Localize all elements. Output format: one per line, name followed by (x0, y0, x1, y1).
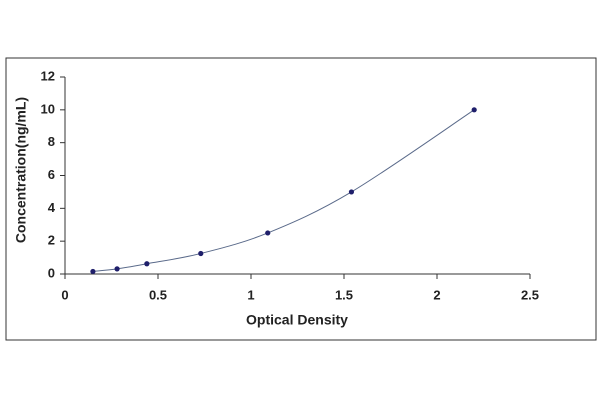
y-tick-label: 4 (48, 200, 56, 215)
y-tick-label: 0 (48, 265, 55, 280)
x-tick-label: 1.5 (335, 287, 353, 302)
data-point (114, 266, 120, 272)
fit-curve (92, 109, 475, 272)
y-axis-title: Concentration(ng/mL) (13, 97, 29, 243)
x-tick-label: 2 (433, 287, 440, 302)
x-axis-title: Optical Density (246, 312, 348, 328)
data-point (348, 189, 355, 195)
x-tick-label: 1 (247, 287, 254, 302)
data-point (265, 230, 271, 236)
y-tick-label: 8 (48, 134, 55, 149)
y-tick-label: 6 (48, 167, 55, 182)
y-tick-label: 12 (41, 68, 55, 83)
data-point (90, 268, 96, 275)
data-point (471, 107, 477, 113)
x-tick-label: 2.5 (521, 287, 539, 302)
x-tick-label: 0.5 (149, 287, 167, 302)
chart-border (5, 57, 597, 341)
data-point (144, 261, 150, 267)
y-tick-label: 10 (41, 101, 55, 116)
y-tick-label: 2 (48, 233, 55, 248)
x-tick-label: 0 (61, 287, 68, 302)
data-point (198, 250, 204, 257)
